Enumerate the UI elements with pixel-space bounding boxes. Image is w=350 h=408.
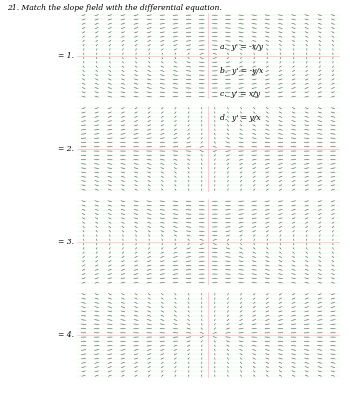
Text: b.  y' = -y/x: b. y' = -y/x [220, 67, 264, 75]
Text: a.  y' = -x/y: a. y' = -x/y [220, 43, 263, 51]
Text: d.  y' = y/x: d. y' = y/x [220, 114, 261, 122]
Text: = 4.: = 4. [57, 331, 74, 339]
Text: = 2.: = 2. [57, 145, 74, 153]
Text: = 1.: = 1. [57, 52, 74, 60]
Text: 21. Match the slope field with the differential equation.: 21. Match the slope field with the diffe… [7, 4, 222, 12]
Text: = 3.: = 3. [57, 238, 74, 246]
Text: c.  y' = x/y: c. y' = x/y [220, 90, 260, 98]
